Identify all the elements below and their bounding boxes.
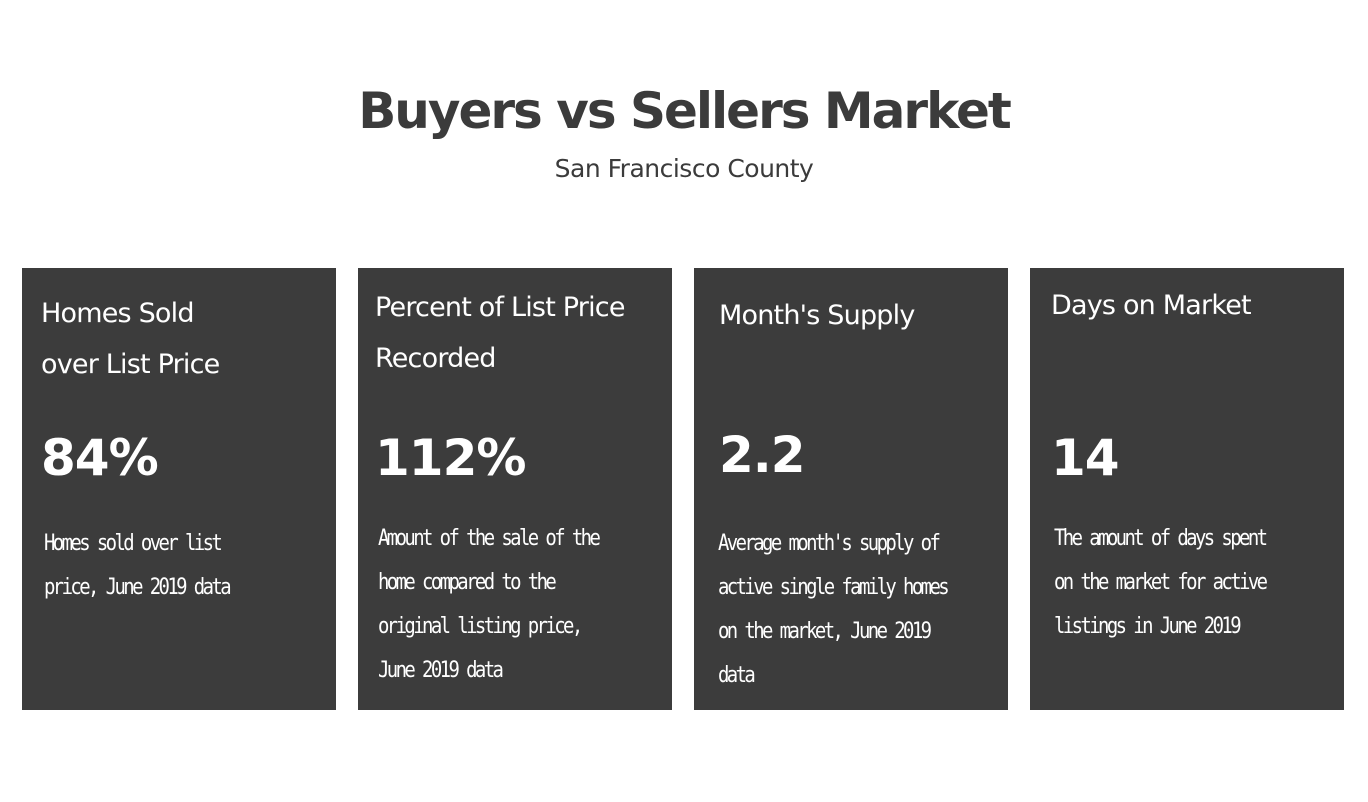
page-subtitle: San Francisco County xyxy=(554,154,814,183)
stat-card-homes-sold-over-list: Homes Sold over List Price 84% Homes sol… xyxy=(22,268,336,710)
stat-card-title: Homes Sold over List Price xyxy=(41,298,220,380)
page-header: Buyers vs Sellers Market San Francisco C… xyxy=(0,80,1368,184)
stat-card-title: Percent of List Price Recorded xyxy=(375,292,625,374)
stat-card-description: Homes sold over list price, June 2019 da… xyxy=(44,531,232,600)
stat-card-title: Days on Market xyxy=(1051,290,1252,321)
stat-card-value: 14 xyxy=(1051,429,1120,487)
stat-card-percent-of-list-price: Percent of List Price Recorded 112% Amou… xyxy=(358,268,672,710)
stat-card-days-on-market: Days on Market 14 The amount of days spe… xyxy=(1030,268,1344,710)
page-title: Buyers vs Sellers Market xyxy=(358,82,1012,140)
stat-card-value: 112% xyxy=(375,429,526,487)
stat-card-months-supply: Month's Supply 2.2 Average month's suppl… xyxy=(694,268,1008,710)
stat-card-description: Amount of the sale of the home compared … xyxy=(378,526,601,683)
stat-card-value: 2.2 xyxy=(719,426,806,484)
stat-card-description: Average month's supply of active single … xyxy=(718,531,950,688)
stat-card-value: 84% xyxy=(41,429,159,487)
stat-card-title: Month's Supply xyxy=(719,300,915,331)
stat-card-description: The amount of days spent on the market f… xyxy=(1054,526,1268,639)
